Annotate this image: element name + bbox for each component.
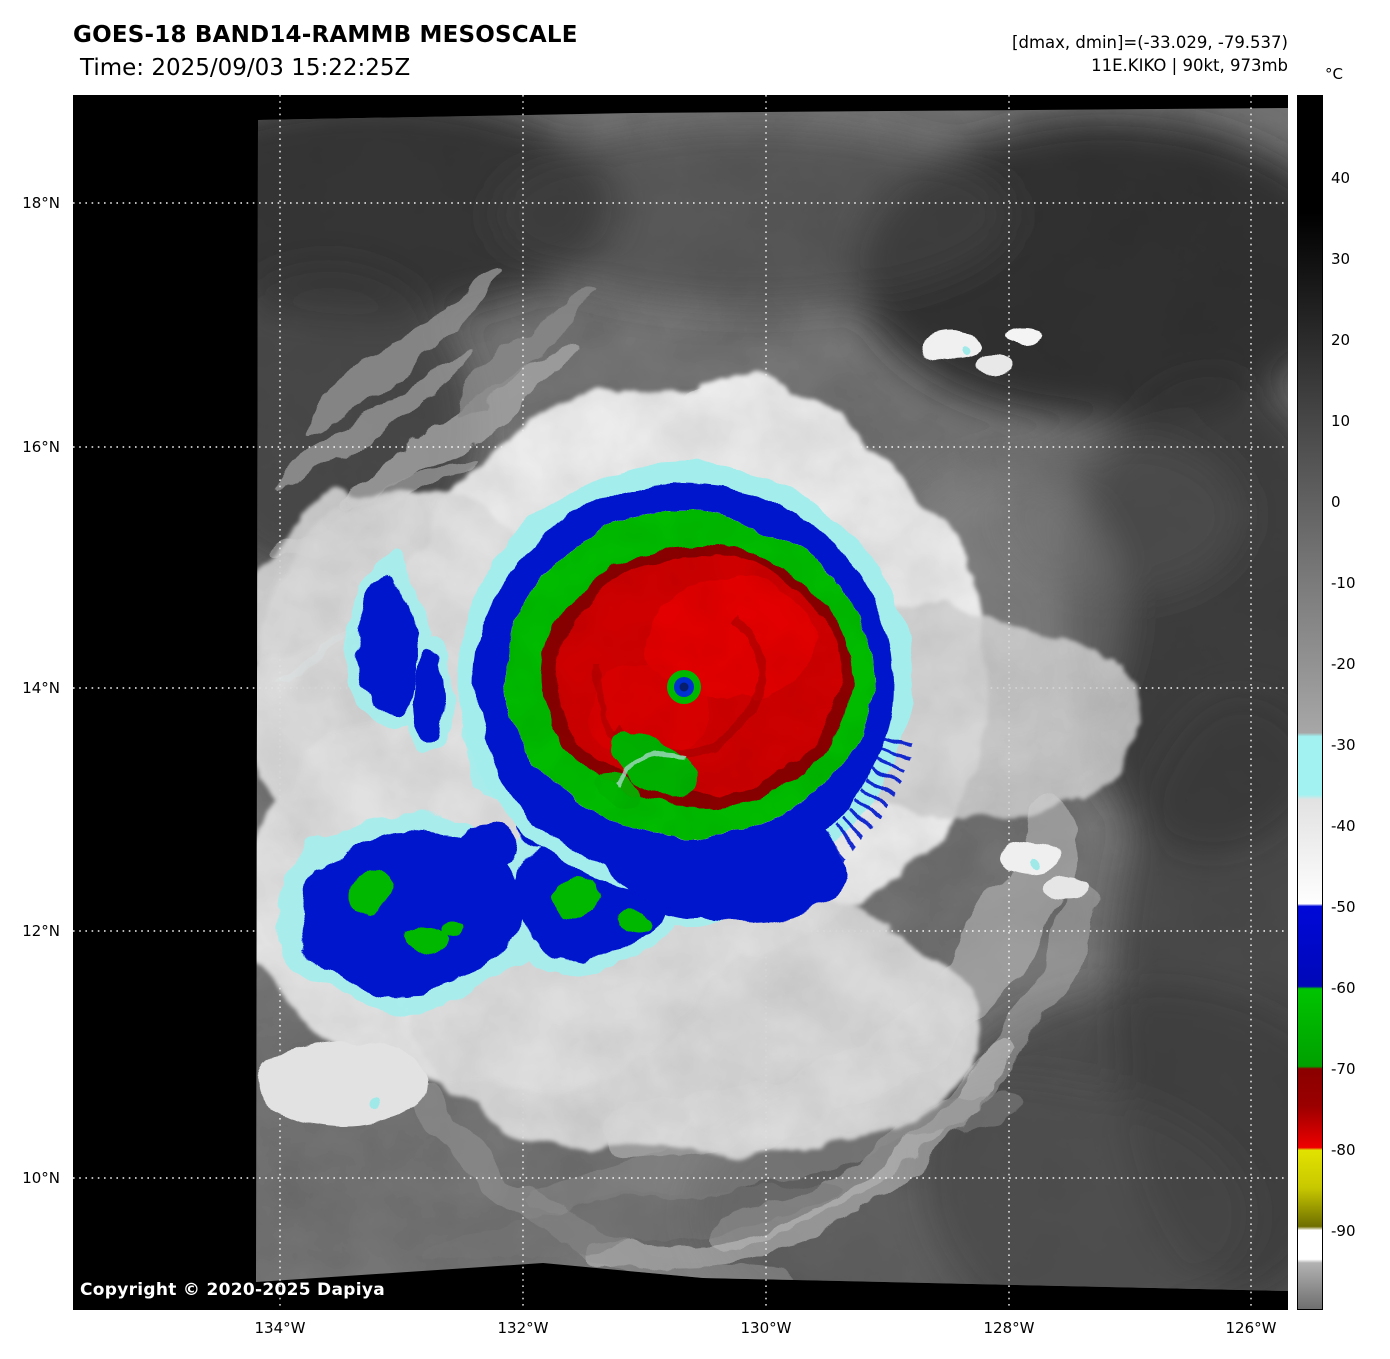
product-title: GOES-18 BAND14-RAMMB MESOSCALE: [73, 22, 578, 48]
green-wedge: [608, 727, 698, 799]
colorbar-tick-label: 30: [1331, 250, 1351, 268]
colorbar-tick-label: 40: [1331, 169, 1351, 187]
dmax-dmin-readout: [dmax, dmin]=(-33.029, -79.537): [1012, 33, 1288, 52]
colorbar-tick-label: -40: [1331, 817, 1356, 835]
colorbar-tick-label: -80: [1331, 1141, 1356, 1159]
lat-label: 16°N: [22, 438, 60, 456]
lat-label: 18°N: [22, 194, 60, 212]
storm-info: 11E.KIKO | 90kt, 973mb: [1091, 56, 1288, 75]
colorbar-tick-label: -60: [1331, 979, 1356, 997]
lon-label: 134°W: [254, 1319, 306, 1337]
storm-system: [256, 329, 1131, 1159]
colorbar-tick-label: -70: [1331, 1060, 1356, 1078]
colorbar-tick-label: -90: [1331, 1222, 1356, 1240]
lon-label: 128°W: [983, 1319, 1035, 1337]
satellite-image: [73, 95, 1288, 1310]
hurricane-core: [457, 464, 916, 921]
colorbar: [1297, 95, 1323, 1310]
lat-label: 14°N: [22, 679, 60, 697]
lon-label: 126°W: [1225, 1319, 1277, 1337]
colorbar-tick-label: -20: [1331, 655, 1356, 673]
colorbar-tick-label: -50: [1331, 898, 1356, 916]
copyright-label: Copyright © 2020-2025 Dapiya: [80, 1280, 385, 1300]
timestamp: Time: 2025/09/03 15:22:25Z: [80, 55, 411, 81]
colorbar-tick-label: 10: [1331, 412, 1351, 430]
colorbar-tick-label: 20: [1331, 331, 1351, 349]
lon-label: 132°W: [497, 1319, 549, 1337]
colorbar-unit-label: °C: [1325, 65, 1343, 83]
lon-label: 130°W: [740, 1319, 792, 1337]
white-cloud-specks: [258, 329, 1089, 1125]
colorbar-gradient: [1298, 96, 1322, 1309]
lat-label: 10°N: [22, 1169, 60, 1187]
colorbar-tick-label: -30: [1331, 736, 1356, 754]
storm-eye: [667, 670, 701, 704]
lat-label: 12°N: [22, 922, 60, 940]
colorbar-tick-label: 0: [1331, 493, 1341, 511]
map-area: Copyright © 2020-2025 Dapiya: [73, 95, 1288, 1310]
colorbar-tick-label: -10: [1331, 574, 1356, 592]
